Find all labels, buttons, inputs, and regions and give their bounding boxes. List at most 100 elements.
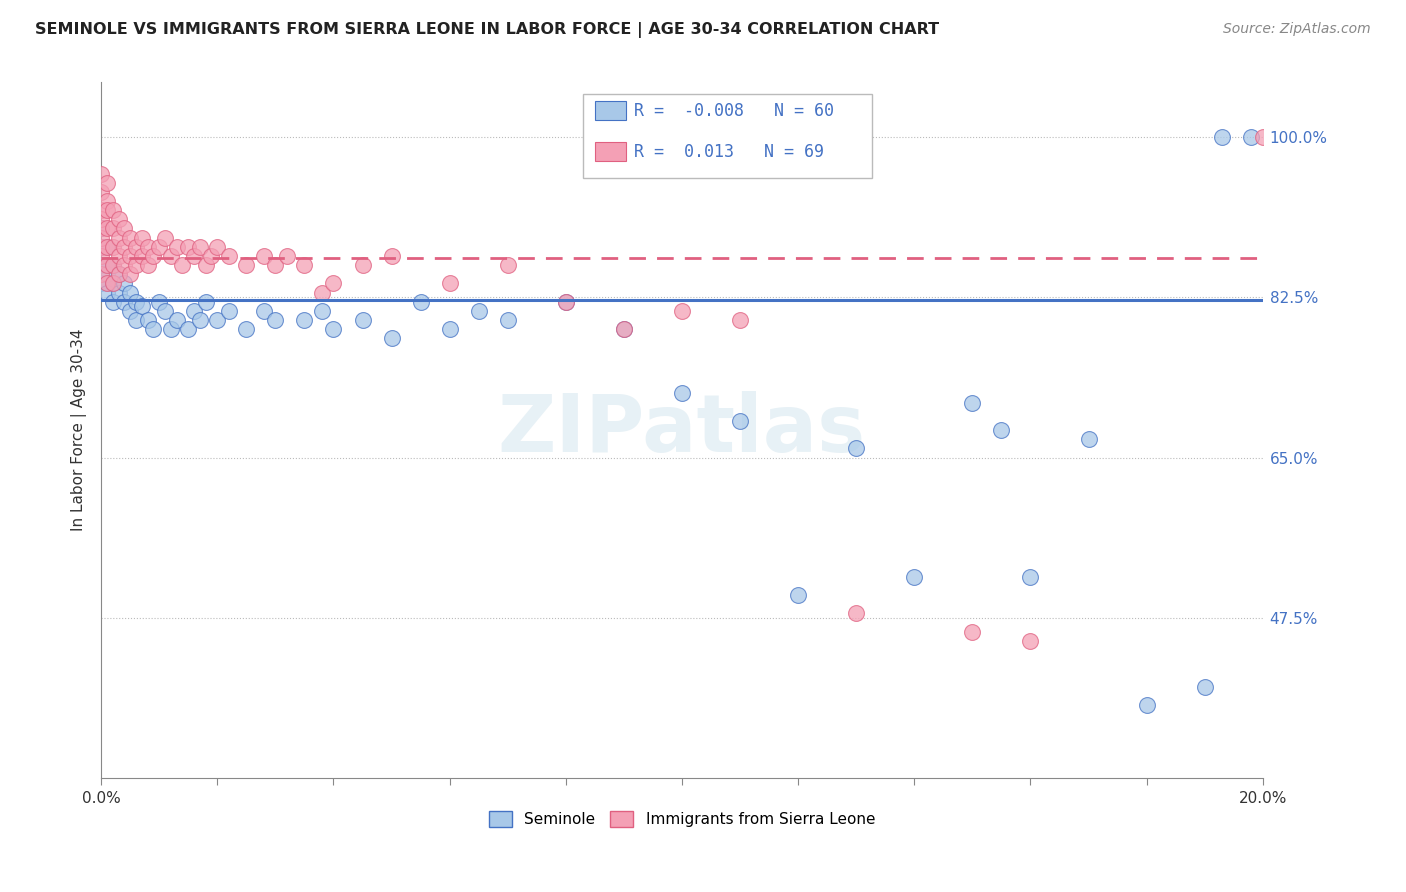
Point [90, 249, 112, 263]
Point [96, 240, 118, 254]
Point [554, 294, 576, 309]
Point [166, 240, 188, 254]
Point [311, 304, 333, 318]
Point [125, 313, 148, 327]
Point [194, 258, 217, 272]
Point [380, 249, 402, 263]
Point [90, 212, 112, 227]
Point [496, 313, 519, 327]
Point [845, 607, 868, 621]
Point [380, 331, 402, 345]
Point [112, 240, 135, 254]
Point [1136, 698, 1159, 712]
Point [96, 277, 118, 291]
Point [120, 285, 142, 300]
Point [264, 258, 287, 272]
Point [1251, 129, 1274, 144]
Point [728, 313, 751, 327]
Point [96, 258, 118, 272]
Point [96, 176, 118, 190]
Point [613, 322, 636, 336]
Point [101, 294, 124, 309]
Point [183, 304, 205, 318]
Point [90, 240, 112, 254]
Point [107, 268, 129, 282]
Point [142, 322, 165, 336]
Text: ZIPatlas: ZIPatlas [498, 391, 866, 469]
Point [90, 167, 112, 181]
Point [136, 240, 159, 254]
Point [90, 268, 112, 282]
Point [554, 294, 576, 309]
Y-axis label: In Labor Force | Age 30-34: In Labor Force | Age 30-34 [72, 329, 87, 532]
Point [90, 221, 112, 235]
Point [1019, 633, 1042, 648]
Point [253, 249, 276, 263]
Point [188, 313, 211, 327]
Point [467, 304, 489, 318]
Point [101, 203, 124, 218]
Point [107, 285, 129, 300]
Point [101, 258, 124, 272]
Point [96, 240, 118, 254]
Point [96, 268, 118, 282]
Point [194, 294, 217, 309]
Point [107, 230, 129, 244]
Point [177, 240, 200, 254]
Point [322, 277, 344, 291]
Point [107, 268, 129, 282]
Point [112, 258, 135, 272]
Point [845, 442, 868, 456]
Point [1211, 129, 1233, 144]
Point [264, 313, 287, 327]
Point [153, 304, 176, 318]
Point [148, 240, 170, 254]
Point [409, 294, 432, 309]
Point [101, 277, 124, 291]
Point [159, 322, 181, 336]
Point [125, 258, 148, 272]
Point [131, 299, 153, 313]
Point [136, 313, 159, 327]
Point [120, 249, 142, 263]
Point [90, 185, 112, 199]
Point [1019, 569, 1042, 583]
Text: SEMINOLE VS IMMIGRANTS FROM SIERRA LEONE IN LABOR FORCE | AGE 30-34 CORRELATION : SEMINOLE VS IMMIGRANTS FROM SIERRA LEONE… [35, 22, 939, 38]
Text: Source: ZipAtlas.com: Source: ZipAtlas.com [1223, 22, 1371, 37]
Point [153, 230, 176, 244]
Point [1077, 432, 1099, 446]
Point [1240, 129, 1263, 144]
Point [294, 258, 316, 272]
Point [962, 395, 984, 409]
Point [439, 277, 461, 291]
Point [96, 221, 118, 235]
Point [125, 294, 148, 309]
Point [787, 588, 810, 602]
Point [107, 249, 129, 263]
Legend: Seminole, Immigrants from Sierra Leone: Seminole, Immigrants from Sierra Leone [482, 805, 882, 833]
Point [90, 240, 112, 254]
Point [235, 322, 257, 336]
Point [90, 230, 112, 244]
Point [101, 240, 124, 254]
Point [439, 322, 461, 336]
Text: R =  0.013   N = 69: R = 0.013 N = 69 [634, 143, 824, 161]
Point [671, 386, 693, 401]
Point [352, 313, 374, 327]
Point [90, 277, 112, 291]
Point [159, 249, 181, 263]
Point [207, 313, 229, 327]
Point [112, 221, 135, 235]
Point [90, 258, 112, 272]
Point [253, 304, 276, 318]
Point [962, 624, 984, 639]
Point [131, 249, 153, 263]
Point [990, 423, 1012, 437]
Point [96, 203, 118, 218]
Point [120, 268, 142, 282]
Point [107, 212, 129, 227]
Point [101, 277, 124, 291]
Point [613, 322, 636, 336]
Point [112, 277, 135, 291]
Point [136, 258, 159, 272]
